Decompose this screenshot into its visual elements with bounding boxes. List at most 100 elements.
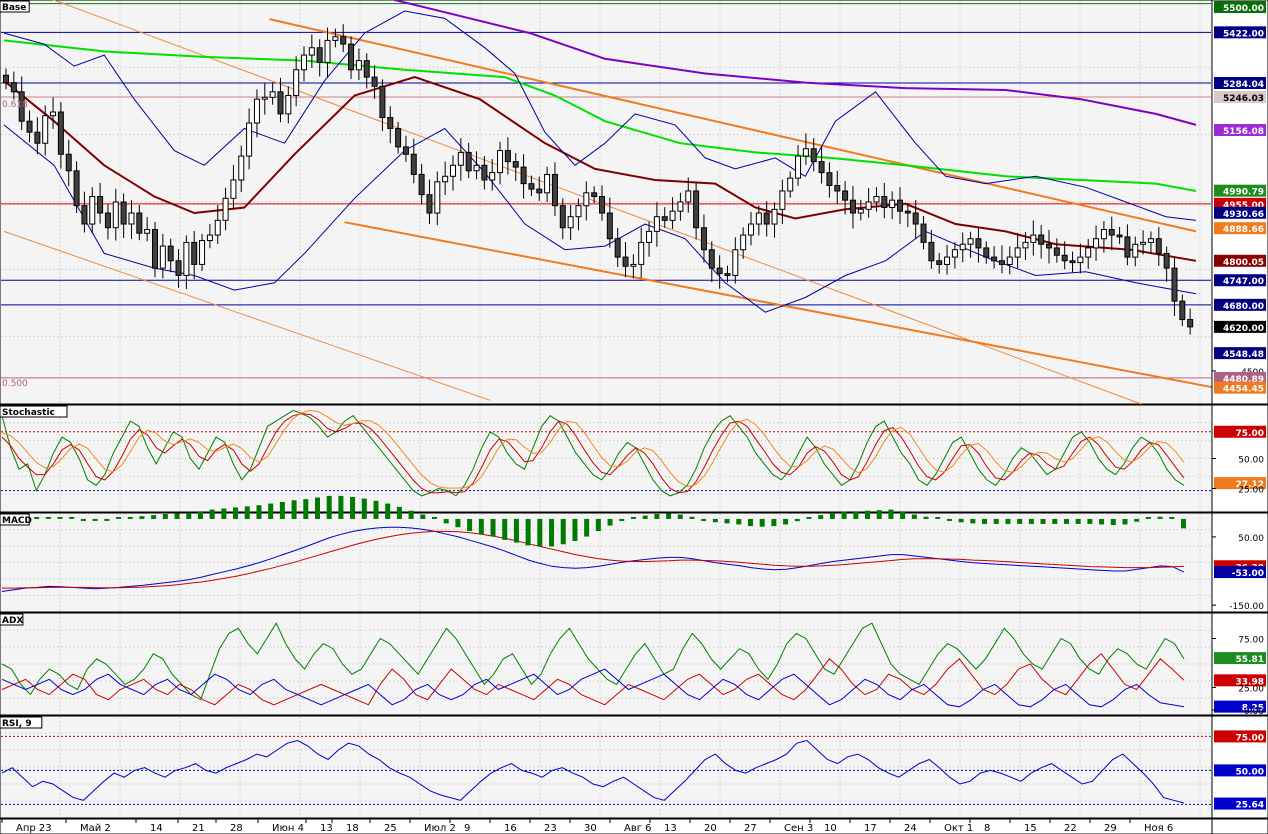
histogram-bar <box>689 516 695 519</box>
candle <box>10 71 17 100</box>
candle <box>920 215 927 250</box>
panel-title: RSI, 9 <box>2 719 32 729</box>
histogram-bar <box>970 518 976 524</box>
histogram-bar <box>712 518 718 523</box>
histogram-bar <box>549 518 555 547</box>
candle <box>834 170 841 205</box>
histogram-bar <box>490 518 496 537</box>
candle <box>677 192 684 221</box>
svg-text:4548.48: 4548.48 <box>1223 350 1264 360</box>
svg-text:4747.00: 4747.00 <box>1223 277 1264 287</box>
x-tick-label: Май 2 <box>80 823 111 834</box>
trendline-2 <box>269 18 1197 233</box>
candle <box>410 138 417 184</box>
candle <box>1116 226 1123 244</box>
svg-text:4620.00: 4620.00 <box>1223 324 1264 334</box>
axis-label: 4888.66 <box>1214 222 1266 235</box>
x-tick-label: 15 <box>1024 823 1037 834</box>
candle <box>881 182 888 219</box>
grid <box>1 514 1211 611</box>
histogram-bar <box>57 516 63 519</box>
candle <box>465 142 472 179</box>
candle <box>653 202 660 247</box>
axis-label: 25.64 <box>1214 797 1266 811</box>
x-tick-label: 22 <box>1064 823 1077 834</box>
candle <box>716 255 723 289</box>
x-axis: Апр 23 Май 2 14 21 28 Июн 4 13 18 25 Июл 2 9 16 23 30… <box>0 818 1268 834</box>
histogram-bar <box>92 518 98 521</box>
histogram-bar <box>209 509 215 519</box>
candle <box>991 246 998 269</box>
histogram-bar <box>747 518 753 527</box>
candle <box>1069 251 1076 273</box>
candle <box>614 228 621 268</box>
candle <box>144 217 151 242</box>
histogram-bar <box>326 495 332 519</box>
candle <box>802 133 809 165</box>
svg-text:50.00: 50.00 <box>1238 456 1264 466</box>
axis-label: 25.00 <box>1212 684 1264 694</box>
histogram-bar <box>1052 518 1058 524</box>
histogram-bar <box>373 500 379 519</box>
svg-text:4955.00: 4955.00 <box>1223 201 1264 211</box>
axis-label: 4680.00 <box>1214 298 1266 312</box>
histogram-bar <box>794 518 800 522</box>
candle <box>1187 308 1194 335</box>
candle <box>975 227 982 263</box>
candle <box>3 68 9 90</box>
series-line-0 <box>1 739 1185 804</box>
histogram-bar <box>1040 518 1046 524</box>
candle <box>583 181 590 221</box>
histogram-bar <box>619 518 625 521</box>
candle <box>434 171 441 226</box>
candle <box>442 161 449 196</box>
candle <box>998 245 1005 274</box>
axis-label: 8.25 <box>1214 700 1266 714</box>
panel-title: MACD <box>2 516 32 526</box>
histogram-bar <box>818 515 824 519</box>
histogram-bar <box>256 505 262 519</box>
candle <box>324 27 331 78</box>
histogram-bar <box>45 516 51 519</box>
axis-label: 4800.05 <box>1214 254 1266 268</box>
svg-text:-53.00: -53.00 <box>1232 569 1264 579</box>
candle <box>724 265 731 283</box>
candle <box>301 46 307 82</box>
candle <box>128 200 135 240</box>
candle <box>1108 216 1115 251</box>
candle <box>26 110 33 143</box>
axis-label: 5422.00 <box>1214 26 1266 39</box>
candle <box>520 154 527 199</box>
candle <box>1155 226 1162 266</box>
histogram-bar <box>783 518 789 525</box>
candle <box>951 242 958 269</box>
candle <box>253 89 260 138</box>
candle <box>285 86 292 124</box>
candle <box>904 202 911 227</box>
histogram-bar <box>116 516 122 519</box>
candle <box>363 53 370 89</box>
candle <box>567 204 574 241</box>
histogram-bar <box>853 511 859 519</box>
panel-rsi: RSI, 9 <box>0 715 1213 819</box>
candle <box>1038 225 1045 259</box>
x-tick-label: 9 <box>464 823 470 834</box>
x-tick-label: 23 <box>544 823 557 834</box>
histogram-bar <box>724 518 730 524</box>
candle <box>1085 239 1092 269</box>
svg-text:27.12: 27.12 <box>1236 480 1264 490</box>
x-tick-label: 13 <box>320 823 333 834</box>
candle <box>912 200 919 240</box>
histogram-bar <box>151 515 157 519</box>
histogram-bar <box>958 518 964 523</box>
x-tick-label: 30 <box>584 823 597 834</box>
candle <box>575 198 582 231</box>
histogram-bar <box>935 516 941 519</box>
svg-text:4480.89: 4480.89 <box>1223 375 1264 385</box>
candle <box>740 227 747 259</box>
histogram-bar <box>244 506 250 519</box>
histogram-bar <box>221 508 227 519</box>
histogram-bar <box>946 518 952 521</box>
candle <box>1171 256 1178 316</box>
histogram-bar <box>396 506 402 519</box>
